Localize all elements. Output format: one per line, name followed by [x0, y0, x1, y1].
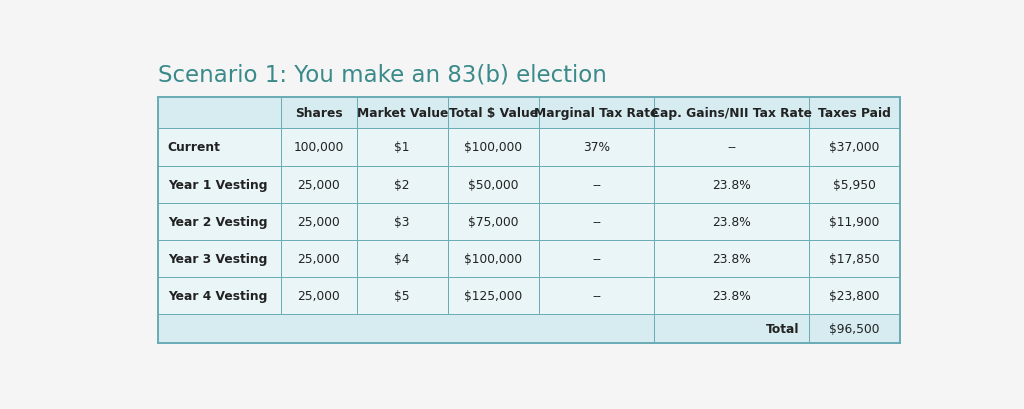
- Bar: [654, 240, 809, 277]
- Bar: [809, 166, 900, 203]
- Text: Scenario 1: You make an 83(b) election: Scenario 1: You make an 83(b) election: [158, 63, 607, 86]
- Text: 23.8%: 23.8%: [712, 215, 751, 228]
- Bar: [158, 166, 282, 203]
- Text: --: --: [592, 178, 601, 191]
- Bar: [447, 203, 539, 240]
- Bar: [654, 166, 809, 203]
- Bar: [447, 166, 539, 203]
- Bar: [539, 129, 654, 166]
- Text: Year 4 Vesting: Year 4 Vesting: [168, 290, 267, 303]
- Bar: [539, 240, 654, 277]
- Bar: [158, 203, 282, 240]
- Bar: [356, 98, 447, 129]
- Bar: [654, 129, 809, 166]
- Text: Year 3 Vesting: Year 3 Vesting: [168, 252, 267, 265]
- Text: 25,000: 25,000: [298, 178, 340, 191]
- Bar: [447, 240, 539, 277]
- Bar: [158, 98, 282, 129]
- Bar: [654, 277, 809, 315]
- Text: $23,800: $23,800: [829, 290, 880, 303]
- Text: $11,900: $11,900: [829, 215, 880, 228]
- Text: 25,000: 25,000: [298, 290, 340, 303]
- Text: $5,950: $5,950: [834, 178, 876, 191]
- Bar: [356, 277, 447, 315]
- Text: $125,000: $125,000: [464, 290, 522, 303]
- Bar: [158, 277, 282, 315]
- Text: Marginal Tax Rate: Marginal Tax Rate: [535, 107, 658, 120]
- Bar: [654, 315, 809, 344]
- Bar: [539, 166, 654, 203]
- Bar: [654, 98, 809, 129]
- Bar: [356, 203, 447, 240]
- Bar: [282, 129, 356, 166]
- Text: 23.8%: 23.8%: [712, 178, 751, 191]
- Text: Total: Total: [766, 323, 800, 335]
- Text: Total $ Value: Total $ Value: [449, 107, 538, 120]
- Text: --: --: [592, 290, 601, 303]
- Text: 25,000: 25,000: [298, 215, 340, 228]
- Text: Current: Current: [168, 141, 220, 154]
- Text: $50,000: $50,000: [468, 178, 519, 191]
- Text: $1: $1: [394, 141, 410, 154]
- Bar: [282, 277, 356, 315]
- Text: $2: $2: [394, 178, 410, 191]
- Text: --: --: [592, 215, 601, 228]
- Text: Cap. Gains/NII Tax Rate: Cap. Gains/NII Tax Rate: [651, 107, 812, 120]
- Bar: [282, 240, 356, 277]
- Bar: [356, 240, 447, 277]
- Bar: [809, 315, 900, 344]
- Bar: [282, 166, 356, 203]
- Text: Year 1 Vesting: Year 1 Vesting: [168, 178, 267, 191]
- Text: 25,000: 25,000: [298, 252, 340, 265]
- Text: $37,000: $37,000: [829, 141, 880, 154]
- Text: 23.8%: 23.8%: [712, 252, 751, 265]
- Bar: [809, 98, 900, 129]
- Bar: [282, 203, 356, 240]
- Bar: [356, 166, 447, 203]
- Bar: [447, 98, 539, 129]
- Bar: [809, 203, 900, 240]
- Text: Year 2 Vesting: Year 2 Vesting: [168, 215, 267, 228]
- Text: Shares: Shares: [295, 107, 343, 120]
- Bar: [447, 277, 539, 315]
- Bar: [539, 98, 654, 129]
- Bar: [158, 129, 282, 166]
- Bar: [158, 98, 900, 344]
- Bar: [654, 203, 809, 240]
- Bar: [447, 129, 539, 166]
- Text: --: --: [727, 141, 736, 154]
- Text: --: --: [592, 252, 601, 265]
- Bar: [809, 277, 900, 315]
- Text: Taxes Paid: Taxes Paid: [818, 107, 891, 120]
- Bar: [809, 240, 900, 277]
- Text: $75,000: $75,000: [468, 215, 519, 228]
- Bar: [356, 129, 447, 166]
- Bar: [539, 277, 654, 315]
- Text: $17,850: $17,850: [829, 252, 880, 265]
- Text: $5: $5: [394, 290, 410, 303]
- Bar: [539, 203, 654, 240]
- Text: $4: $4: [394, 252, 410, 265]
- Text: $96,500: $96,500: [829, 323, 880, 335]
- Bar: [282, 98, 356, 129]
- Text: $3: $3: [394, 215, 410, 228]
- Bar: [158, 240, 282, 277]
- Text: Market Value: Market Value: [356, 107, 447, 120]
- Bar: [809, 129, 900, 166]
- Bar: [158, 315, 654, 344]
- Text: 100,000: 100,000: [294, 141, 344, 154]
- Text: 37%: 37%: [583, 141, 610, 154]
- Text: 23.8%: 23.8%: [712, 290, 751, 303]
- Text: $100,000: $100,000: [465, 252, 522, 265]
- Text: $100,000: $100,000: [465, 141, 522, 154]
